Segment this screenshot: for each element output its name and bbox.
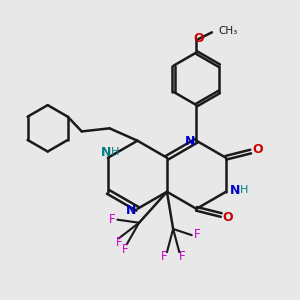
Text: N: N [125, 204, 136, 217]
Text: N: N [230, 184, 240, 197]
Text: O: O [193, 32, 204, 45]
Text: F: F [116, 236, 122, 249]
Text: N: N [184, 135, 195, 148]
Text: H: H [240, 185, 248, 195]
Text: F: F [122, 243, 128, 256]
Text: N: N [101, 146, 112, 159]
Text: CH₃: CH₃ [219, 26, 238, 36]
Text: O: O [223, 211, 233, 224]
Text: F: F [194, 228, 201, 241]
Text: F: F [109, 212, 115, 226]
Text: F: F [161, 250, 168, 263]
Text: F: F [178, 250, 185, 263]
Text: O: O [252, 142, 263, 156]
Text: H: H [111, 147, 120, 157]
